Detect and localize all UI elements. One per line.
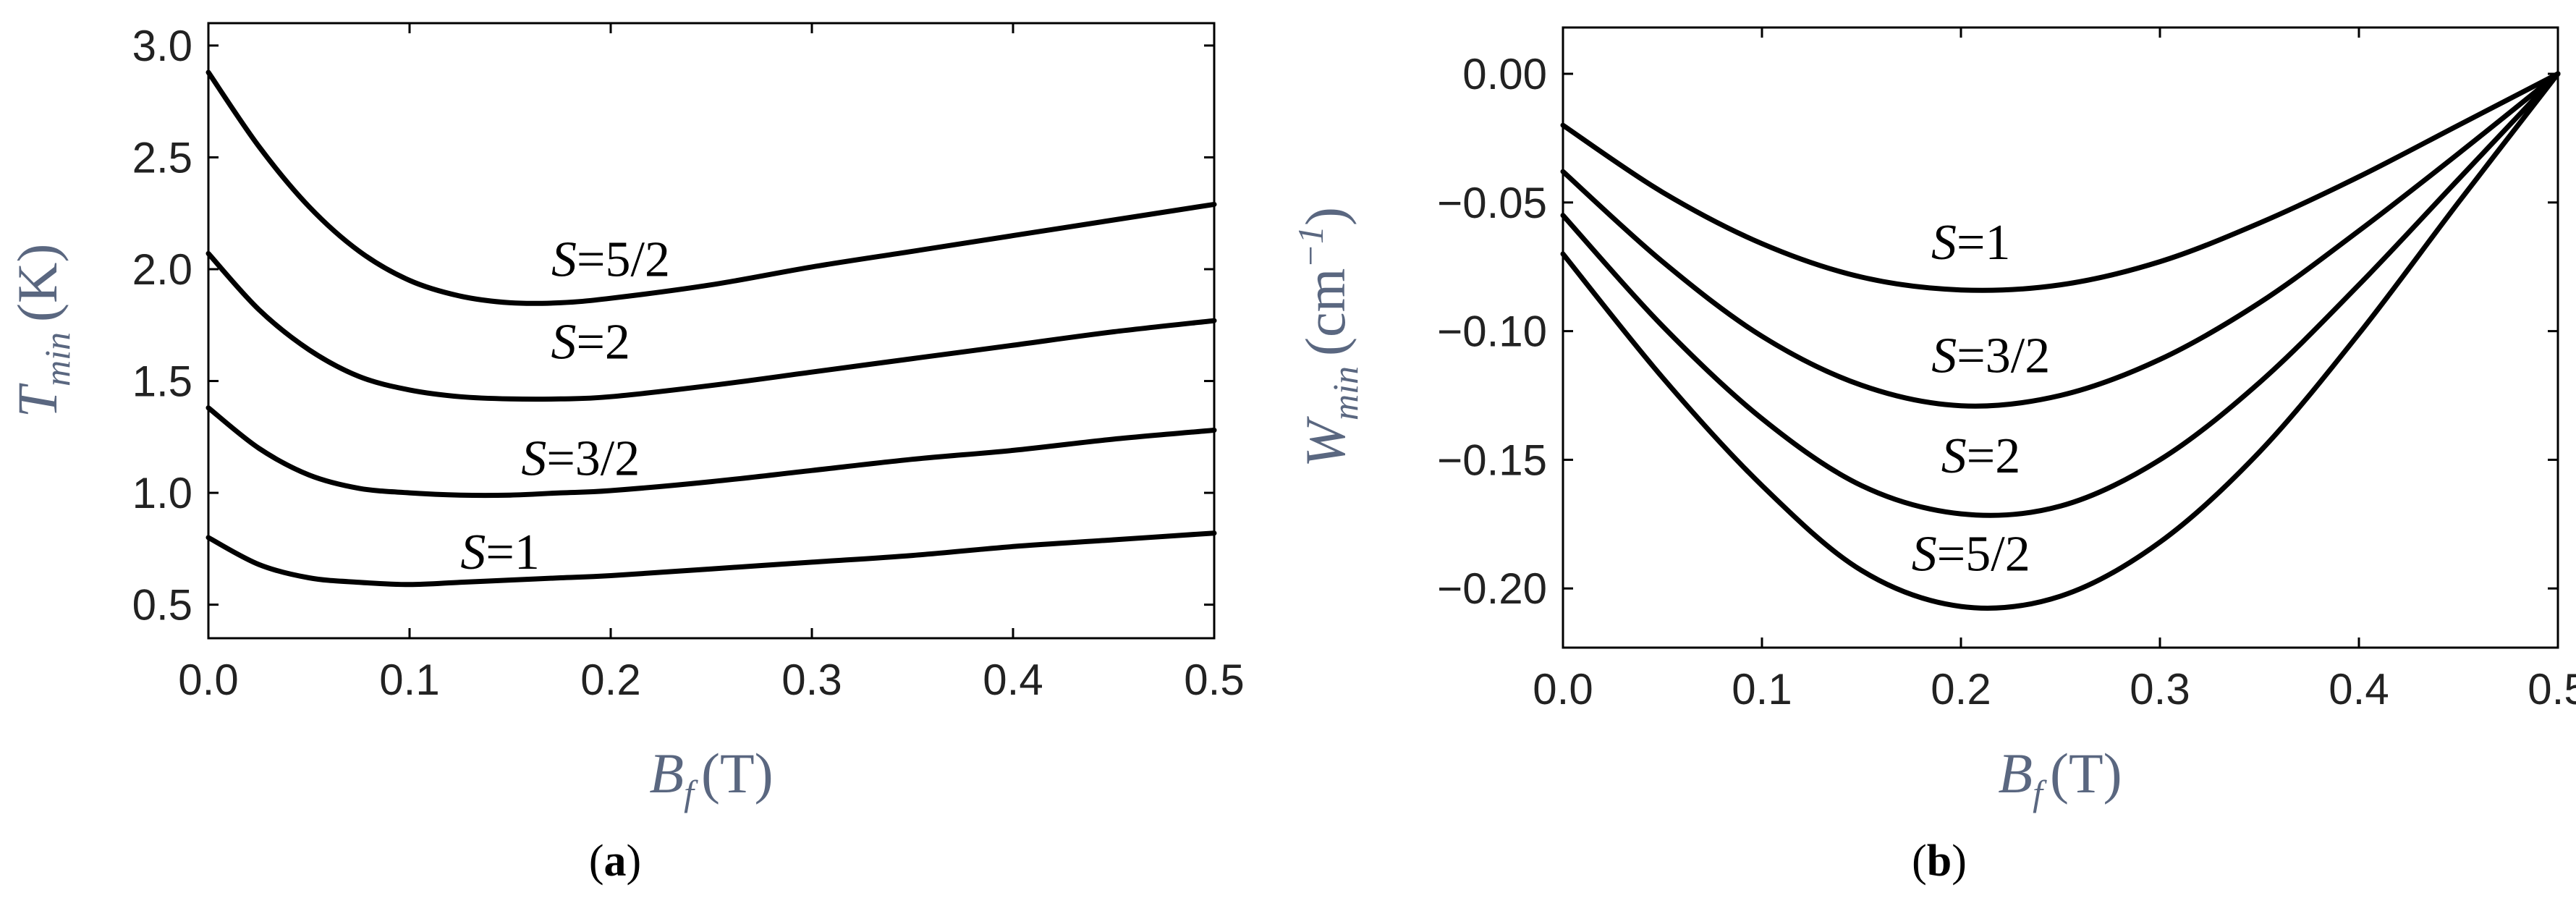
panel-b-x-tick-label: 0.3	[2130, 665, 2190, 713]
panel-a-x-tick-label: 0.5	[1184, 656, 1244, 704]
panel-b-curve-labels: S=1 S=3/2 S=2 S=5/2	[1912, 215, 2050, 582]
panel-a-curve-labels: S=5/2 S=2 S=3/2 S=1	[460, 232, 670, 580]
panel-a-y-axis-title: Tmin(K)	[6, 244, 77, 418]
panel-b-curve-label-s-5-2: S=5/2	[1912, 526, 2030, 582]
panel-a-x-tick-label: 0.0	[178, 656, 238, 704]
panel-a-y-tick-label: 0.5	[132, 581, 192, 630]
panel-a-curve-s-3-2	[206, 405, 1217, 499]
panel-a-curve-label-s-1: S=1	[460, 525, 539, 580]
panel-b-plot-frame	[1562, 26, 2559, 649]
panel-b-x-axis-title: Bf (T)	[1998, 742, 2122, 813]
panel-a-x-tick-label: 0.3	[781, 656, 842, 704]
panel-b-x-tick-label: 0.5	[2528, 665, 2576, 713]
panel-b-curves	[1560, 71, 2561, 611]
panel-b-x-ticks: 0.0 0.1 0.2 0.3 0.4 0.5	[1533, 27, 2576, 713]
panel-a-curve-label-s-5-2: S=5/2	[551, 232, 670, 287]
panel-b-y-tick-label: −0.05	[1437, 179, 1547, 227]
panel-a-y-tick-label: 1.0	[132, 469, 192, 517]
panel-a-curve-label-s-3-2: S=3/2	[521, 431, 640, 486]
panel-a-y-tick-label: 1.5	[132, 357, 192, 406]
panel-b-curve-label-s-1: S=1	[1931, 215, 2010, 271]
panel-a-curve-label-s-2: S=2	[551, 315, 630, 370]
panel-b-curve-s-5-2	[1560, 71, 2561, 611]
panel-b-y-tick-label: 0.00	[1462, 50, 1547, 98]
panel-a-curve-s-5-2	[206, 69, 1217, 306]
panel-b-label: (b)	[1912, 836, 1967, 886]
panel-b-x-tick-label: 0.1	[1732, 665, 1792, 713]
panel-a-curves	[206, 69, 1217, 588]
panel-b-y-ticks: 0.00 −0.05 −0.10 −0.15 −0.20	[1437, 50, 2558, 613]
panel-a-y-tick-label: 3.0	[132, 22, 192, 70]
panel-a-curve-s-2	[206, 250, 1217, 402]
panel-a-y-tick-label: 2.5	[132, 133, 192, 182]
panel-b-curve-s-2	[1560, 71, 2561, 518]
panel-a-curve-s-1	[206, 530, 1217, 588]
panel-a-x-tick-label: 0.1	[379, 656, 439, 704]
panel-b-curve-label-s-3-2: S=3/2	[1931, 329, 2050, 384]
panel-a-x-axis-title: Bf (T)	[649, 742, 773, 813]
panel-b-curve-s-3-2	[1560, 71, 2561, 409]
panel-a-chart: 0.5 1.0 1.5 2.0 2.5 3.0 0.0 0.1 0.2 0.3 0.4 0.5 S=…	[6, 22, 1245, 886]
panel-b-chart: 0.00 −0.05 −0.10 −0.15 −0.20 0.0 0.1 0.2 0.3 0.4…	[1290, 26, 2576, 886]
panel-a-y-ticks: 0.5 1.0 1.5 2.0 2.5 3.0	[132, 22, 1214, 630]
panel-a-label: (a)	[589, 836, 641, 886]
panel-b-x-tick-label: 0.0	[1533, 665, 1593, 713]
panel-a-x-tick-label: 0.4	[983, 656, 1043, 704]
panel-a-y-tick-label: 2.0	[132, 245, 192, 294]
panel-a-x-ticks: 0.0 0.1 0.2 0.3 0.4 0.5	[178, 23, 1245, 704]
panel-a-plot-frame	[207, 22, 1216, 640]
panel-b-x-tick-label: 0.4	[2329, 665, 2389, 713]
panel-b-y-tick-label: −0.15	[1437, 436, 1547, 484]
panel-a-x-tick-label: 0.2	[580, 656, 640, 704]
panel-b-curve-s-1	[1560, 71, 2561, 293]
panel-b-curve-label-s-2: S=2	[1941, 428, 2020, 484]
panel-b-x-tick-label: 0.2	[1931, 665, 1991, 713]
panel-b-y-tick-label: −0.10	[1437, 308, 1547, 356]
panel-b-y-tick-label: −0.20	[1437, 564, 1547, 613]
panel-b-y-axis-title: Wmin(cm−1)	[1290, 207, 1365, 467]
